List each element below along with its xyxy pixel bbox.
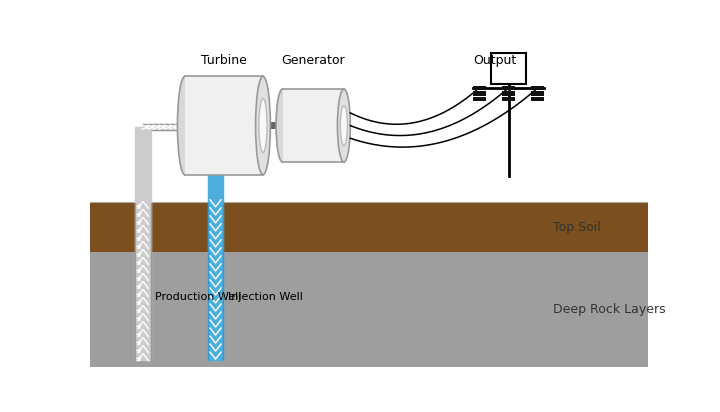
Text: Turbine: Turbine xyxy=(201,54,247,67)
Text: Generator: Generator xyxy=(282,54,345,67)
Bar xyxy=(531,86,544,90)
Text: Top Soil: Top Soil xyxy=(553,220,601,234)
Bar xyxy=(90,253,648,367)
Ellipse shape xyxy=(341,105,348,146)
Text: Deep Rock Layers: Deep Rock Layers xyxy=(553,303,666,316)
Ellipse shape xyxy=(177,76,192,175)
Bar xyxy=(282,89,344,162)
Text: Injection Well: Injection Well xyxy=(228,292,302,302)
Bar xyxy=(271,122,276,129)
Bar xyxy=(472,86,486,90)
Ellipse shape xyxy=(256,76,271,175)
Bar xyxy=(185,76,263,175)
Bar xyxy=(491,53,526,84)
Ellipse shape xyxy=(276,89,289,162)
Bar xyxy=(90,202,648,253)
Bar xyxy=(531,97,544,101)
Bar xyxy=(502,91,516,96)
Bar xyxy=(472,97,486,101)
Bar xyxy=(531,91,544,96)
Bar xyxy=(472,91,486,96)
Bar xyxy=(502,97,516,101)
Ellipse shape xyxy=(338,89,351,162)
Bar xyxy=(502,86,516,90)
Ellipse shape xyxy=(259,98,267,152)
Text: Output: Output xyxy=(474,54,517,67)
Text: Production Well: Production Well xyxy=(156,292,242,302)
